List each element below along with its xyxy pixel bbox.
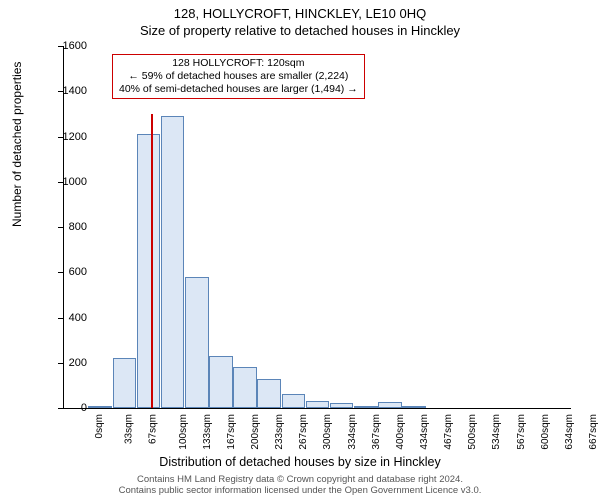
- x-tick-label: 400sqm: [395, 414, 406, 450]
- x-tick-label: 534sqm: [491, 414, 502, 450]
- x-tick-label: 367sqm: [371, 414, 382, 450]
- y-axis-title: Number of detached properties: [10, 62, 24, 227]
- x-tick-label: 167sqm: [226, 414, 237, 450]
- x-tick-label: 133sqm: [202, 414, 213, 450]
- x-tick-label: 567sqm: [516, 414, 527, 450]
- histogram-bar: [161, 116, 185, 408]
- x-tick-label: 67sqm: [148, 414, 159, 444]
- histogram-bar: [88, 406, 112, 408]
- footer-attribution: Contains HM Land Registry data © Crown c…: [0, 475, 600, 497]
- x-tick-label: 200sqm: [250, 414, 261, 450]
- property-marker-line: [151, 114, 153, 408]
- histogram-bar: [330, 403, 354, 408]
- y-tick-label: 1600: [47, 40, 87, 52]
- x-tick-label: 267sqm: [298, 414, 309, 450]
- x-tick-label: 300sqm: [322, 414, 333, 450]
- chart-subtitle: Size of property relative to detached ho…: [0, 21, 600, 38]
- histogram-bar: [185, 277, 209, 408]
- y-tick-label: 600: [47, 266, 87, 278]
- y-tick-label: 0: [47, 402, 87, 414]
- x-tick-label: 434sqm: [419, 414, 430, 450]
- x-tick-label: 100sqm: [178, 414, 189, 450]
- histogram-bar: [257, 379, 281, 408]
- annotation-line-1: 128 HOLLYCROFT: 120sqm: [119, 57, 358, 70]
- histogram-bar: [233, 367, 257, 408]
- annotation-box: 128 HOLLYCROFT: 120sqm ← 59% of detached…: [112, 54, 365, 99]
- x-tick-label: 600sqm: [540, 414, 551, 450]
- y-tick-label: 1200: [47, 131, 87, 143]
- y-tick-label: 1400: [47, 85, 87, 97]
- plot-area: [63, 46, 571, 409]
- y-tick-label: 800: [47, 221, 87, 233]
- histogram-bar: [137, 134, 161, 408]
- x-tick-label: 634sqm: [564, 414, 575, 450]
- x-axis-title: Distribution of detached houses by size …: [0, 455, 600, 469]
- x-tick-label: 0sqm: [94, 414, 105, 438]
- x-tick-label: 33sqm: [124, 414, 135, 444]
- histogram-bar: [378, 402, 402, 408]
- histogram-bar: [306, 401, 330, 408]
- y-tick-label: 200: [47, 357, 87, 369]
- x-tick-label: 500sqm: [467, 414, 478, 450]
- bars-container: [64, 46, 571, 408]
- x-tick-label: 334sqm: [347, 414, 358, 450]
- y-tick-label: 1000: [47, 176, 87, 188]
- annotation-line-3: 40% of semi-detached houses are larger (…: [119, 83, 358, 96]
- address-title: 128, HOLLYCROFT, HINCKLEY, LE10 0HQ: [0, 0, 600, 21]
- footer-line-2: Contains public sector information licen…: [0, 486, 600, 497]
- histogram-bar: [402, 406, 426, 408]
- histogram-bar: [282, 394, 306, 408]
- x-tick-label: 667sqm: [588, 414, 599, 450]
- x-tick-label: 233sqm: [274, 414, 285, 450]
- y-tick-label: 400: [47, 312, 87, 324]
- annotation-line-2: ← 59% of detached houses are smaller (2,…: [119, 70, 358, 83]
- histogram-bar: [113, 358, 137, 408]
- x-tick-label: 467sqm: [443, 414, 454, 450]
- histogram-bar: [354, 406, 378, 408]
- histogram-bar: [209, 356, 233, 408]
